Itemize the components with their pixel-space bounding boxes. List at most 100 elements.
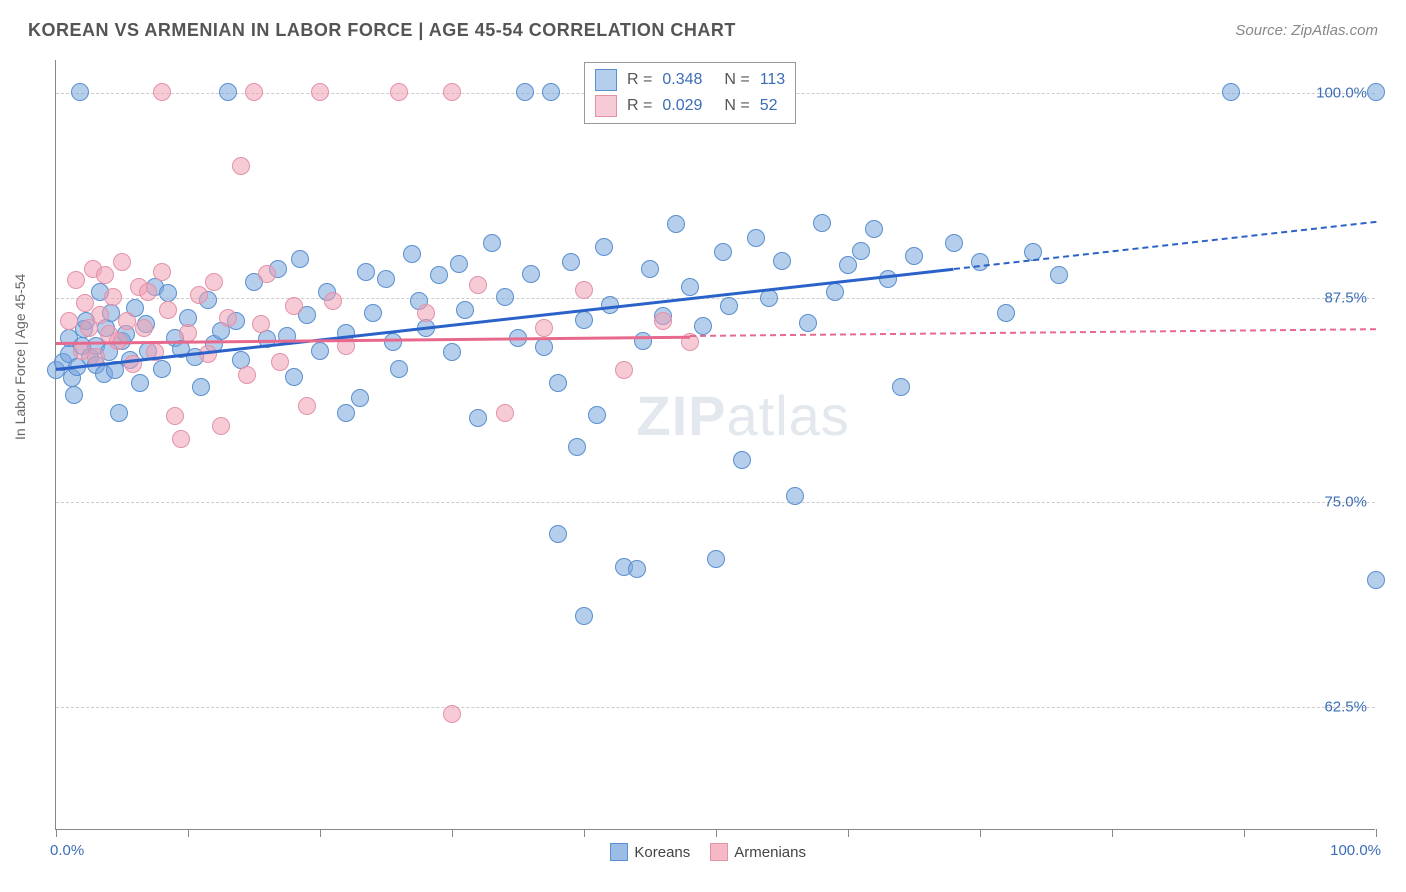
source-label: Source: ZipAtlas.com [1235, 22, 1378, 39]
data-point [104, 288, 122, 306]
x-tick [1376, 829, 1377, 837]
data-point [166, 407, 184, 425]
data-point [159, 301, 177, 319]
data-point [390, 360, 408, 378]
data-point [71, 83, 89, 101]
n-value: 52 [760, 97, 778, 115]
data-point [298, 397, 316, 415]
data-point [575, 281, 593, 299]
data-point [96, 266, 114, 284]
data-point [1050, 266, 1068, 284]
data-point [311, 342, 329, 360]
data-point [258, 265, 276, 283]
data-point [271, 353, 289, 371]
data-point [1367, 83, 1385, 101]
data-point [641, 260, 659, 278]
stats-row: R =0.029N =52 [595, 93, 785, 119]
x-tick [716, 829, 717, 837]
data-point [588, 406, 606, 424]
data-point [634, 332, 652, 350]
data-point [192, 378, 210, 396]
data-point [403, 245, 421, 263]
gridline [56, 707, 1375, 708]
series-swatch [595, 69, 617, 91]
data-point [139, 283, 157, 301]
data-point [615, 361, 633, 379]
x-tick [56, 829, 57, 837]
data-point [450, 255, 468, 273]
data-point [311, 83, 329, 101]
data-point [535, 319, 553, 337]
data-point [67, 271, 85, 289]
x-tick [320, 829, 321, 837]
trendline [56, 335, 690, 344]
y-tick-label: 62.5% [1324, 699, 1367, 716]
legend-item: Koreans [610, 843, 690, 861]
data-point [667, 215, 685, 233]
data-point [694, 317, 712, 335]
data-point [905, 247, 923, 265]
data-point [549, 374, 567, 392]
data-point [430, 266, 448, 284]
x-tick [1112, 829, 1113, 837]
data-point [443, 83, 461, 101]
stats-row: R =0.348N =113 [595, 67, 785, 93]
watermark: ZIPatlas [636, 383, 849, 448]
data-point [131, 374, 149, 392]
scatter-plot: ZIPatlas 62.5%75.0%87.5%100.0%0.0%100.0%… [55, 60, 1375, 830]
data-point [351, 389, 369, 407]
gridline [56, 298, 1375, 299]
legend-label: Armenians [734, 844, 806, 861]
data-point [575, 607, 593, 625]
x-start-label: 0.0% [50, 842, 84, 859]
data-point [1367, 571, 1385, 589]
data-point [1222, 83, 1240, 101]
data-point [212, 417, 230, 435]
data-point [628, 560, 646, 578]
trendline-extrapolated [953, 221, 1376, 270]
data-point [720, 297, 738, 315]
y-tick-label: 87.5% [1324, 289, 1367, 306]
data-point [364, 304, 382, 322]
data-point [384, 333, 402, 351]
chart-title: KOREAN VS ARMENIAN IN LABOR FORCE | AGE … [28, 20, 736, 41]
data-point [535, 338, 553, 356]
x-end-label: 100.0% [1330, 842, 1381, 859]
x-tick [188, 829, 189, 837]
data-point [285, 297, 303, 315]
data-point [285, 368, 303, 386]
data-point [496, 404, 514, 422]
gridline [56, 502, 1375, 503]
data-point [135, 319, 153, 337]
data-point [443, 343, 461, 361]
data-point [654, 312, 672, 330]
data-point [747, 229, 765, 247]
x-tick [584, 829, 585, 837]
legend-item: Armenians [710, 843, 806, 861]
r-value: 0.348 [662, 71, 714, 89]
data-point [892, 378, 910, 396]
data-point [60, 312, 78, 330]
data-point [760, 289, 778, 307]
stats-legend-box: R =0.348N =113R =0.029N =52 [584, 62, 796, 124]
chart-header: KOREAN VS ARMENIAN IN LABOR FORCE | AGE … [28, 20, 1378, 41]
x-tick [980, 829, 981, 837]
data-point [238, 366, 256, 384]
data-point [595, 238, 613, 256]
data-point [773, 252, 791, 270]
r-value: 0.029 [662, 97, 714, 115]
data-point [971, 253, 989, 271]
data-point [113, 253, 131, 271]
data-point [733, 451, 751, 469]
data-point [799, 314, 817, 332]
data-point [124, 355, 142, 373]
data-point [443, 705, 461, 723]
data-point [118, 312, 136, 330]
data-point [219, 83, 237, 101]
data-point [390, 83, 408, 101]
data-point [568, 438, 586, 456]
data-point [65, 386, 83, 404]
data-point [826, 283, 844, 301]
data-point [522, 265, 540, 283]
data-point [153, 360, 171, 378]
